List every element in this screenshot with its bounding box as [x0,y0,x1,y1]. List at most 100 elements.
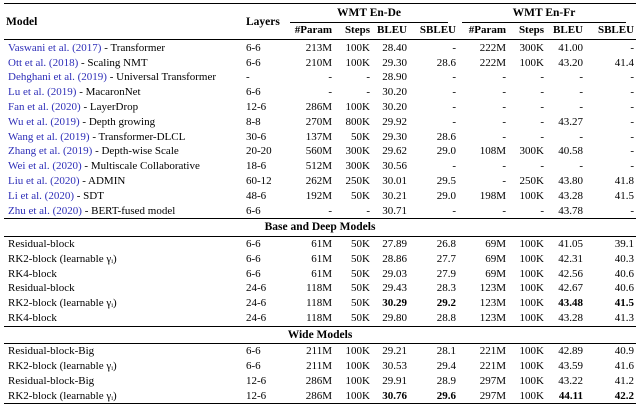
layers-cell: 12-6 [246,374,267,387]
steps-ende-cell: 100K [345,101,370,114]
steps-ende-cell: 800K [345,115,370,128]
citation-link[interactable]: Wei et al. (2020) [8,160,82,173]
param-enfr-cell: 123M [479,312,506,325]
steps-enfr-cell: 300K [519,145,544,158]
model-name-label: - LayerDrop [80,101,139,114]
layers-cell: 6-6 [246,86,261,99]
bleu-ende-cell: 27.89 [382,238,407,251]
sbleu-ende-cell: - [452,115,456,128]
sbleu-ende-cell: 29.2 [436,297,456,310]
model-name-label: RK4-block [8,312,57,325]
section-header-row: Wide Models [4,325,637,345]
steps-ende-cell: 100K [345,41,370,54]
table-row: Ott et al. (2018) - Scaling NMT 6-6 210M 10… [4,55,636,70]
citation-link[interactable]: Vaswani et al. (2017) [8,41,102,54]
param-enfr-cell: 69M [485,267,506,280]
bleu-ende-cell: 29.62 [382,145,407,158]
sbleu-enfr-cell: 41.5 [614,297,635,310]
group-header-row: Model Layers WMT En-De WMT En-Fr [4,4,636,28]
citation-link[interactable]: Li et al. (2020) [8,189,74,202]
table-row: Liu et al. (2020) - ADMIN 60-12 262M 250K 30… [4,174,636,189]
param-enfr-cell: 297M [479,389,506,402]
sbleu-ende-cell: 28.6 [436,56,456,69]
layers-cell: 30-6 [246,130,267,143]
layers-cell: 24-6 [246,297,267,310]
citation-link[interactable]: Lu et al. (2019) [8,86,77,99]
bleu-ende-cell: 30.21 [382,189,407,202]
bleu-enfr-cell: 43.59 [558,360,583,373]
param-enfr-cell: - [502,71,506,84]
steps-ende-cell: 100K [345,345,370,358]
citation-link[interactable]: Wang et al. (2019) [8,130,90,143]
bleu-enfr-cell: - [579,86,583,99]
results-table: Model Layers WMT En-De WMT En-Fr #Param … [4,3,637,405]
steps-ende-cell: 50K [351,130,370,143]
steps-ende-cell: 100K [345,56,370,69]
bleu-ende-cell: 29.30 [382,130,407,143]
citation-link[interactable]: Dehghani et al. (2019) [8,71,107,84]
sbleu-enfr-cell: 41.8 [614,175,635,188]
steps-enfr-cell: 100K [519,267,544,280]
model-name-label: RK2-block (learnable γᵢ) [8,297,117,310]
model-name-label: - Universal Transformer [106,71,217,84]
param-enfr-cell: - [502,175,506,188]
citation-link[interactable]: Ott et al. (2018) [8,56,79,69]
citation-link[interactable]: Liu et al. (2020) [8,175,80,188]
steps-enfr-cell: 100K [519,374,544,387]
bleu-enfr-cell: 42.31 [558,252,583,265]
model-cell: Residual-block [4,236,244,251]
steps-enfr-cell: - [540,71,544,84]
sbleu-enfr-cell: - [630,41,635,54]
model-cell: Residual-block [4,281,244,296]
layers-cell: 24-6 [246,312,267,325]
bleu-enfr-cell: 42.67 [558,282,583,295]
param-ende-cell: 213M [305,41,332,54]
steps-enfr-cell: 300K [519,41,544,54]
steps-ende-cell: - [366,86,370,99]
column-header-param-ende: #Param [294,24,332,36]
citation-link[interactable]: Wu et al. (2019) [8,115,80,128]
steps-ende-cell: 300K [345,160,370,173]
layers-cell: 6-6 [246,345,261,358]
steps-ende-cell: 100K [345,374,370,387]
table-row: RK2-block (learnable γᵢ) 12-6 286M 100K 30.7… [4,388,636,403]
sub-header-row: #Param Steps BLEU SBLEU #Param Steps BLE… [4,23,637,40]
steps-enfr-cell: 100K [519,238,544,251]
bleu-enfr-cell: 43.28 [558,312,583,325]
model-cell: RK4-block [4,266,244,281]
sbleu-enfr-cell: 40.6 [614,267,635,280]
citation-link[interactable]: Zhang et al. (2019) [8,145,93,158]
bleu-ende-cell: 30.01 [382,175,407,188]
model-cell: Vaswani et al. (2017) - Transformer [4,39,244,55]
sbleu-enfr-cell: - [630,71,635,84]
steps-enfr-cell: 100K [519,389,544,402]
layers-cell: 24-6 [246,282,267,295]
table-row: Fan et al. (2020) - LayerDrop 12-6 286M 100… [4,100,636,115]
table-row: RK4-block 24-6 118M 50K 29.80 28.8 123M 100K 43.… [4,311,636,326]
citation-link[interactable]: Fan et al. (2020) [8,101,81,114]
model-cell: Wu et al. (2019) - Depth growing [4,115,244,130]
sbleu-enfr-cell: 41.2 [614,374,635,387]
param-enfr-cell: 108M [479,145,506,158]
table-row: Wu et al. (2019) - Depth growing 8-8 270M 8… [4,115,636,130]
sbleu-ende-cell: - [452,204,456,217]
sbleu-enfr-cell: - [630,204,635,217]
bleu-ende-cell: 30.20 [382,86,407,99]
section-header-row: Base and Deep Models [4,218,637,237]
bleu-ende-cell: 30.76 [382,389,407,402]
bleu-enfr-cell: 43.80 [558,175,583,188]
sbleu-enfr-cell: 39.1 [614,238,635,251]
sbleu-ende-cell: 29.6 [436,389,456,402]
param-enfr-cell: 222M [479,56,506,69]
bleu-ende-cell: 28.40 [382,41,407,54]
param-enfr-cell: 198M [479,189,506,202]
model-name-label: - Multiscale Collaborative [81,160,200,173]
citation-link[interactable]: Zhu et al. (2020) [8,204,82,217]
group-header-wmt-en-de: WMT En-De [286,4,458,23]
steps-enfr-cell: 250K [519,175,544,188]
column-header-steps-ende: Steps [344,24,370,36]
table-row: Wang et al. (2019) - Transformer-DLCL 30-… [4,129,636,144]
table-row: Lu et al. (2019) - MacaronNet 6-6- -30.20-… [4,85,636,100]
param-enfr-cell: - [502,204,506,217]
bleu-ende-cell: 29.92 [382,115,407,128]
